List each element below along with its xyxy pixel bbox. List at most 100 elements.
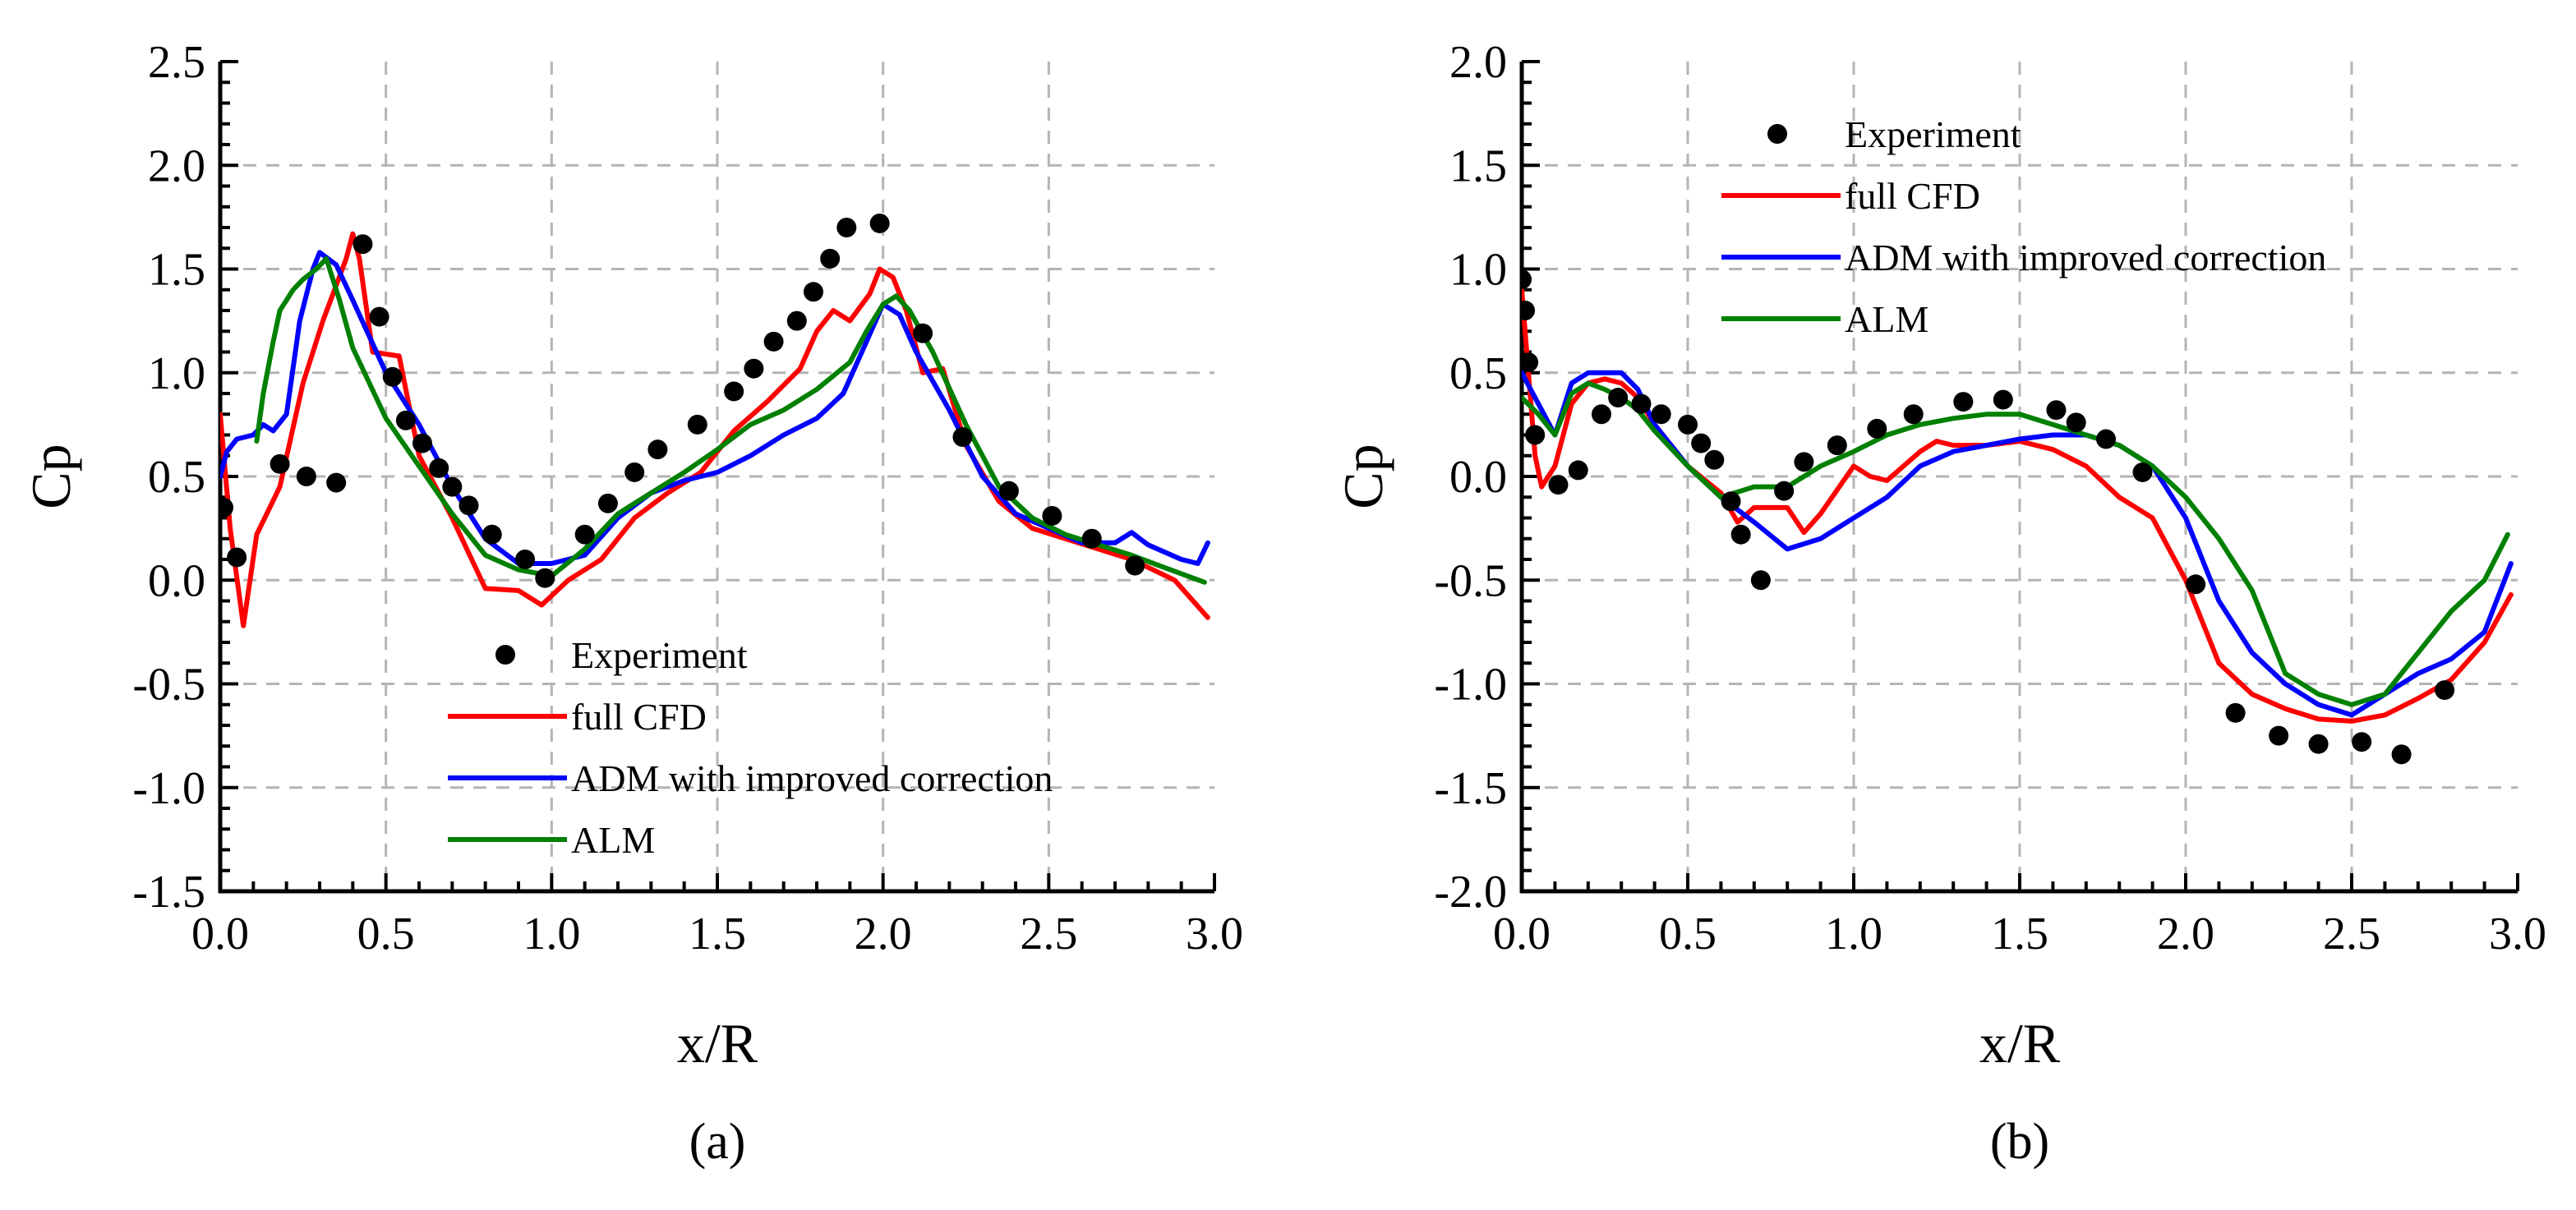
x-tick-label: 0.0: [191, 909, 249, 959]
experiment-point: [1903, 404, 1924, 425]
experiment-point: [1774, 481, 1795, 501]
chart-a: 0.0 0.5 1.0 1.5 2.0 2.5 3.0 -1.5 -1.0 -0.5 0.0 0.5 1…: [20, 37, 1243, 1170]
y-tick-label: 2.5: [148, 37, 205, 88]
experiment-point: [442, 476, 463, 497]
y-tick-label: -1.5: [1434, 763, 1507, 814]
x-tick-label: 3.0: [1186, 909, 1243, 959]
y-tick-label: -2.0: [1434, 867, 1507, 918]
experiment-point: [429, 458, 449, 478]
x-tick-label: 1.5: [689, 909, 746, 959]
panel-label: (a): [689, 1114, 746, 1170]
ticks-b: [1520, 60, 2519, 893]
y-axis-title: Cp: [1332, 444, 1394, 508]
series-line-alm: [1522, 380, 2510, 707]
experiment-point: [574, 524, 595, 545]
y-tick-label: -1.0: [1434, 660, 1507, 711]
y-tick-label: -0.5: [132, 660, 205, 711]
series-line-adm-with-improved-correction: [1522, 370, 2514, 718]
experiment-point: [227, 547, 247, 568]
experiment-point: [836, 218, 857, 237]
experiment-point: [1678, 414, 1698, 435]
x-tick-label: 3.0: [2489, 909, 2546, 959]
experiment-point: [2225, 702, 2246, 723]
x-tick-label: 1.0: [523, 909, 580, 959]
experiment-point: [1608, 388, 1629, 408]
x-tick-label: 0.5: [1659, 909, 1717, 959]
legend-label: Experiment: [571, 634, 748, 676]
legend-b: Experiment full CFD ADM with improved corr…: [1721, 113, 2326, 340]
legend-a: Experiment full CFD ADM with improved corr…: [448, 634, 1053, 861]
series-line-alm: [254, 255, 1207, 585]
x-tick-label: 0.0: [1493, 909, 1551, 959]
x-tick-label: 2.0: [2157, 909, 2214, 959]
experiment-point: [2269, 725, 2289, 746]
experiment-point: [459, 495, 479, 516]
experiment-point: [1867, 418, 1887, 439]
series-line-full-cfd: [220, 231, 1210, 628]
legend-marker-experiment: [495, 645, 515, 665]
chart-b: 0.0 0.5 1.0 1.5 2.0 2.5 3.0 -2.0 -1.5 -1.0 -0.5 0.0…: [1332, 37, 2546, 1170]
ticks-a: [219, 60, 1216, 893]
x-axis-title: x/R: [677, 1012, 758, 1074]
experiment-point: [353, 234, 373, 255]
y-tick-label: 2.0: [148, 140, 205, 191]
y-tick-label: 1.5: [148, 245, 205, 296]
y-axis-title: Cp: [20, 444, 82, 508]
x-tick-label: 1.5: [1991, 909, 2048, 959]
experiment-point: [1591, 404, 1611, 425]
experiment-point: [482, 524, 502, 545]
experiment-point: [1568, 460, 1588, 481]
grid-a: [220, 62, 1214, 891]
y-tick-label: 1.5: [1449, 140, 1507, 191]
x-tick-label: 2.0: [855, 909, 912, 959]
experiment-point: [1993, 389, 2013, 410]
experiment-point: [395, 410, 416, 430]
experiment-point: [296, 467, 316, 486]
y-tick-label: 2.0: [1449, 37, 1507, 88]
experiment-point: [1042, 505, 1062, 526]
experiment-point: [869, 213, 890, 233]
experiment-point: [369, 306, 389, 327]
x-tick-label: 1.0: [1825, 909, 1882, 959]
x-tick-label: 2.5: [1020, 909, 1077, 959]
experiment-point: [952, 427, 973, 448]
experiment-point: [1721, 491, 1741, 512]
y-tick-label: 0.5: [1449, 348, 1507, 399]
y-tick-label: 1.0: [148, 348, 205, 399]
y-tick-label: 1.0: [1449, 245, 1507, 296]
experiment-point: [1548, 475, 1569, 495]
y-tick-label: -1.0: [132, 763, 205, 814]
experiment-point: [2046, 400, 2067, 421]
experiment-point: [597, 493, 618, 513]
experiment-point: [2308, 734, 2329, 754]
grid-b: [1522, 62, 2518, 891]
experiment-point: [763, 331, 784, 352]
experiment-point: [270, 453, 290, 474]
experiment-point: [1953, 392, 1974, 412]
experiment-point: [724, 381, 744, 402]
panel-label: (b): [1990, 1114, 2049, 1170]
experiment-point: [647, 439, 668, 460]
experiment-point: [744, 358, 764, 379]
y-tick-label: -0.5: [1434, 555, 1507, 606]
experiment-point: [535, 568, 555, 588]
experiment-point: [2352, 732, 2372, 752]
experiment-point: [1691, 433, 1712, 453]
experiment-point: [687, 414, 707, 435]
legend-label: ALM: [571, 819, 655, 861]
experiment-point: [2186, 574, 2206, 595]
series-markers-experiment: [220, 213, 1145, 588]
experiment-point: [998, 481, 1019, 501]
y-tick-label: 0.5: [148, 452, 205, 503]
experiment-point: [2066, 412, 2086, 433]
experiment-point: [1125, 555, 1145, 576]
experiment-point: [1525, 425, 1546, 445]
experiment-point: [1522, 352, 1539, 373]
experiment-point: [515, 550, 536, 569]
legend-label: full CFD: [571, 696, 707, 738]
experiment-point: [1827, 435, 1847, 456]
experiment-point: [1081, 528, 1102, 549]
x-tick-label: 2.5: [2323, 909, 2380, 959]
y-tick-label: -1.5: [132, 867, 205, 918]
